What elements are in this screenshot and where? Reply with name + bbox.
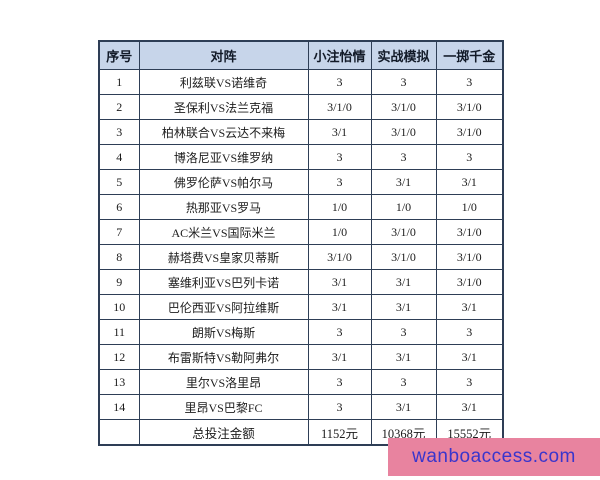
- row-index: 9: [98, 269, 140, 295]
- col-header-simulation: 实战模拟: [370, 40, 437, 70]
- big-bet-value: 3: [435, 69, 504, 95]
- match-name: 利兹联VS诺维奇: [138, 69, 309, 95]
- simulation-value: 3/1: [370, 344, 437, 370]
- small-bet-value: 3: [307, 169, 372, 195]
- row-index: 14: [98, 394, 140, 420]
- simulation-value: 3/1: [370, 294, 437, 320]
- big-bet-value: 1/0: [435, 194, 504, 220]
- simulation-value: 3: [370, 144, 437, 170]
- small-bet-value: 3/1: [307, 269, 372, 295]
- row-index: 1: [98, 69, 140, 95]
- watermark-banner: wanboaccess.com: [388, 438, 600, 476]
- simulation-value: 1/0: [370, 194, 437, 220]
- header-row: 序号 对阵 小注怡情 实战模拟 一掷千金: [98, 40, 504, 70]
- table-row: 2 圣保利VS法兰克福 3/1/0 3/1/0 3/1/0: [98, 94, 504, 120]
- simulation-value: 3: [370, 69, 437, 95]
- match-name: 圣保利VS法兰克福: [138, 94, 309, 120]
- simulation-value: 3/1/0: [370, 244, 437, 270]
- big-bet-value: 3/1/0: [435, 269, 504, 295]
- small-bet-value: 3: [307, 394, 372, 420]
- small-bet-value: 3: [307, 144, 372, 170]
- match-name: 热那亚VS罗马: [138, 194, 309, 220]
- bet-table: 序号 对阵 小注怡情 实战模拟 一掷千金 1 利兹联VS诺维奇 3 3 3 2 圣保利VS法…: [98, 40, 504, 446]
- table-row: 4 博洛尼亚VS维罗纳 3 3 3: [98, 144, 504, 170]
- small-bet-value: 3/1: [307, 344, 372, 370]
- table-row: 7 AC米兰VS国际米兰 1/0 3/1/0 3/1/0: [98, 219, 504, 245]
- big-bet-value: 3/1/0: [435, 244, 504, 270]
- col-header-big-bet: 一掷千金: [435, 40, 504, 70]
- simulation-value: 3: [370, 369, 437, 395]
- row-index: 4: [98, 144, 140, 170]
- small-bet-value: 3: [307, 319, 372, 345]
- col-header-match: 对阵: [138, 40, 309, 70]
- match-name: 赫塔费VS皇家贝蒂斯: [138, 244, 309, 270]
- match-name: 布雷斯特VS勒阿弗尔: [138, 344, 309, 370]
- row-index: 2: [98, 94, 140, 120]
- simulation-value: 3/1: [370, 169, 437, 195]
- big-bet-value: 3/1/0: [435, 94, 504, 120]
- small-bet-value: 3/1: [307, 119, 372, 145]
- big-bet-value: 3: [435, 369, 504, 395]
- row-index: 7: [98, 219, 140, 245]
- small-bet-value: 3: [307, 69, 372, 95]
- simulation-value: 3/1/0: [370, 219, 437, 245]
- row-index: 6: [98, 194, 140, 220]
- table-row: 13 里尔VS洛里昂 3 3 3: [98, 369, 504, 395]
- row-index: 12: [98, 344, 140, 370]
- total-row: 总投注金额 1152元 10368元 15552元: [98, 419, 504, 446]
- small-bet-value: 1/0: [307, 219, 372, 245]
- small-bet-value: 1/0: [307, 194, 372, 220]
- match-name: 佛罗伦萨VS帕尔马: [138, 169, 309, 195]
- total-empty-cell: [98, 419, 140, 446]
- big-bet-value: 3: [435, 319, 504, 345]
- simulation-value: 3/1: [370, 394, 437, 420]
- big-bet-value: 3/1: [435, 294, 504, 320]
- table-row: 8 赫塔费VS皇家贝蒂斯 3/1/0 3/1/0 3/1/0: [98, 244, 504, 270]
- row-index: 10: [98, 294, 140, 320]
- table-row: 11 朗斯VS梅斯 3 3 3: [98, 319, 504, 345]
- big-bet-value: 3/1/0: [435, 219, 504, 245]
- simulation-value: 3/1/0: [370, 94, 437, 120]
- big-bet-value: 3/1/0: [435, 119, 504, 145]
- table-row: 1 利兹联VS诺维奇 3 3 3: [98, 69, 504, 95]
- table-row: 9 塞维利亚VS巴列卡诺 3/1 3/1 3/1/0: [98, 269, 504, 295]
- col-header-small-bet: 小注怡情: [307, 40, 372, 70]
- match-name: 塞维利亚VS巴列卡诺: [138, 269, 309, 295]
- table-body: 1 利兹联VS诺维奇 3 3 3 2 圣保利VS法兰克福 3/1/0 3/1/0 3/1/0 3 柏林…: [98, 69, 504, 420]
- row-index: 8: [98, 244, 140, 270]
- small-bet-value: 3: [307, 369, 372, 395]
- total-small-bet: 1152元: [307, 419, 372, 446]
- simulation-value: 3/1/0: [370, 119, 437, 145]
- watermark-url: wanboaccess.com: [412, 446, 576, 467]
- match-name: 博洛尼亚VS维罗纳: [138, 144, 309, 170]
- table-row: 5 佛罗伦萨VS帕尔马 3 3/1 3/1: [98, 169, 504, 195]
- total-label: 总投注金额: [138, 419, 309, 446]
- row-index: 5: [98, 169, 140, 195]
- small-bet-value: 3/1: [307, 294, 372, 320]
- small-bet-value: 3/1/0: [307, 244, 372, 270]
- small-bet-value: 3/1/0: [307, 94, 372, 120]
- match-name: 柏林联合VS云达不来梅: [138, 119, 309, 145]
- match-name: AC米兰VS国际米兰: [138, 219, 309, 245]
- match-name: 巴伦西亚VS阿拉维斯: [138, 294, 309, 320]
- match-name: 里尔VS洛里昂: [138, 369, 309, 395]
- table-row: 6 热那亚VS罗马 1/0 1/0 1/0: [98, 194, 504, 220]
- row-index: 11: [98, 319, 140, 345]
- big-bet-value: 3/1: [435, 169, 504, 195]
- table-row: 12 布雷斯特VS勒阿弗尔 3/1 3/1 3/1: [98, 344, 504, 370]
- big-bet-value: 3: [435, 144, 504, 170]
- big-bet-value: 3/1: [435, 344, 504, 370]
- row-index: 3: [98, 119, 140, 145]
- table-row: 10 巴伦西亚VS阿拉维斯 3/1 3/1 3/1: [98, 294, 504, 320]
- match-name: 朗斯VS梅斯: [138, 319, 309, 345]
- simulation-value: 3: [370, 319, 437, 345]
- row-index: 13: [98, 369, 140, 395]
- col-header-index: 序号: [98, 40, 140, 70]
- match-name: 里昂VS巴黎FC: [138, 394, 309, 420]
- table-row: 3 柏林联合VS云达不来梅 3/1 3/1/0 3/1/0: [98, 119, 504, 145]
- simulation-value: 3/1: [370, 269, 437, 295]
- big-bet-value: 3/1: [435, 394, 504, 420]
- table-row: 14 里昂VS巴黎FC 3 3/1 3/1: [98, 394, 504, 420]
